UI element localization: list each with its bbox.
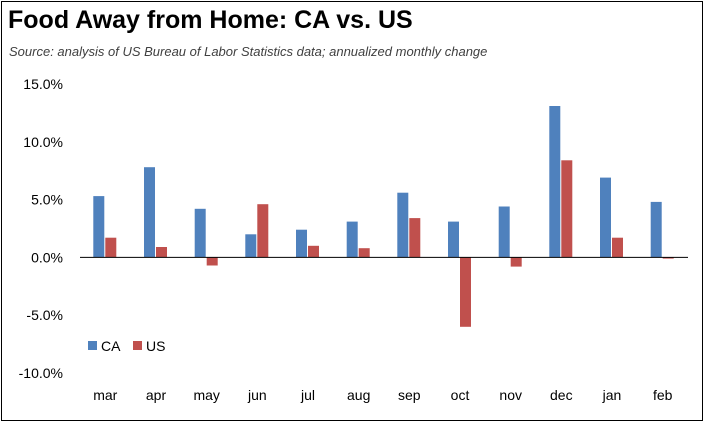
bar-us-jun — [257, 204, 269, 258]
bar-ca-feb — [650, 201, 662, 258]
bar-us-feb — [662, 257, 674, 259]
bar-us-jan — [612, 237, 623, 258]
bar-us-jul — [308, 245, 319, 258]
x-axis-ticks: mar apr may jun jul aug sep oct nov dec jan feb — [93, 387, 672, 403]
bar-us-aug — [358, 248, 370, 258]
legend-label-ca: CA — [101, 338, 121, 354]
x-tick-label: dec — [550, 387, 573, 403]
x-tick-label: jul — [300, 387, 315, 403]
y-axis-ticks: 15.0% 10.0% 5.0% 0.0% -5.0% -10.0% — [19, 76, 63, 381]
bar-us-oct — [460, 257, 471, 327]
bar-us-mar — [105, 237, 117, 258]
y-tick-label: 5.0% — [31, 192, 63, 208]
x-tick-label: jan — [602, 387, 622, 403]
legend-swatch-us — [133, 341, 142, 350]
bar-ca-oct — [448, 221, 459, 258]
x-tick-label: mar — [93, 387, 117, 403]
bar-ca-jun — [245, 234, 257, 258]
legend-swatch-ca — [88, 341, 97, 350]
x-tick-label: sep — [398, 387, 421, 403]
chart-subtitle: Source: analysis of US Bureau of Labor S… — [9, 44, 488, 59]
bar-us-dec — [561, 160, 573, 258]
x-tick-label: feb — [653, 387, 673, 403]
y-tick-label: 0.0% — [31, 249, 63, 265]
bar-ca-jan — [600, 177, 611, 258]
y-tick-label: 15.0% — [23, 76, 63, 92]
bar-us-nov — [510, 257, 522, 267]
bar-ca-dec — [549, 106, 561, 258]
x-tick-label: oct — [451, 387, 470, 403]
x-tick-label: nov — [499, 387, 522, 403]
x-tick-label: jun — [247, 387, 267, 403]
x-tick-label: apr — [146, 387, 167, 403]
bar-us-sep — [409, 218, 421, 258]
bar-ca-may — [194, 208, 206, 258]
legend-label-us: US — [146, 338, 165, 354]
bar-ca-jul — [296, 229, 307, 258]
legend: CA US — [88, 338, 165, 354]
x-tick-label: may — [193, 387, 219, 403]
x-tick-label: aug — [347, 387, 370, 403]
bar-ca-aug — [346, 221, 358, 258]
y-tick-label: -5.0% — [26, 307, 63, 323]
bar-us-may — [206, 257, 218, 266]
y-tick-label: -10.0% — [19, 365, 63, 381]
y-tick-label: 10.0% — [23, 134, 63, 150]
bar-ca-nov — [498, 206, 510, 258]
bars — [93, 106, 674, 327]
chart-title: Food Away from Home: CA vs. US — [8, 6, 413, 34]
bar-ca-apr — [144, 167, 155, 258]
bar-ca-sep — [397, 192, 409, 258]
bar-us-apr — [156, 247, 167, 258]
bar-ca-mar — [93, 196, 105, 258]
